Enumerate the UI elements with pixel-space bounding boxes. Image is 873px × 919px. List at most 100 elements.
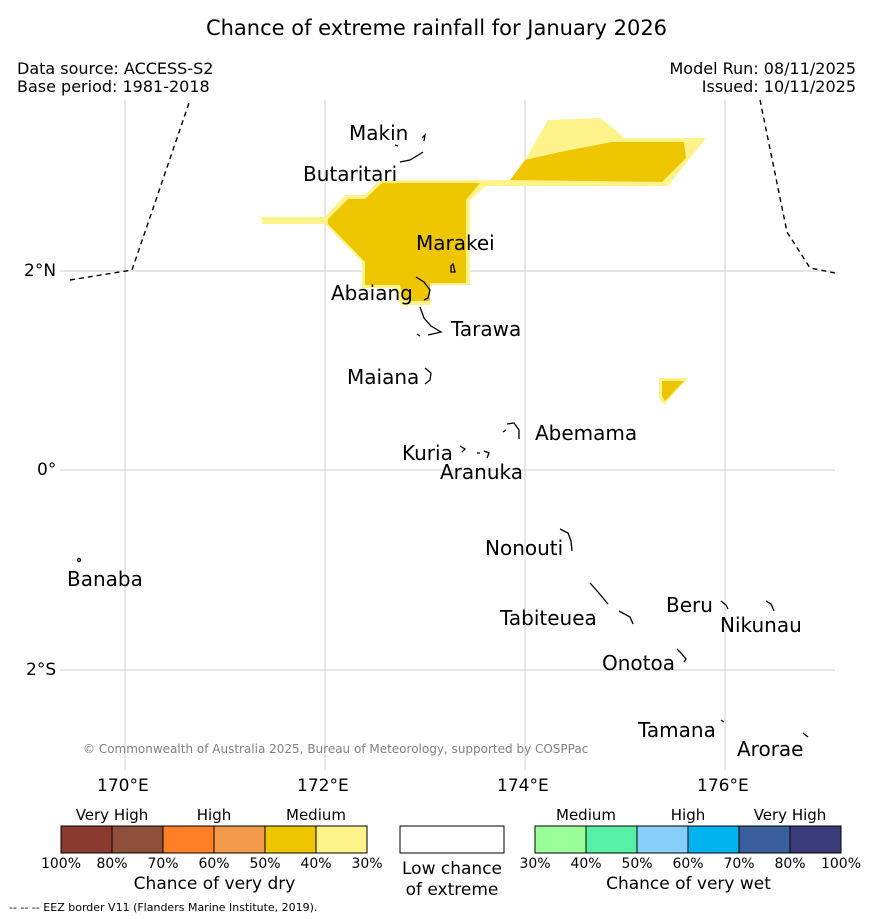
low-chance-swatch bbox=[399, 825, 505, 854]
eez-border-west bbox=[69, 99, 191, 281]
dry-region-medium-main bbox=[328, 183, 480, 301]
dry-tick-70: 70% bbox=[147, 856, 179, 872]
dry-tick-50: 50% bbox=[249, 856, 281, 872]
place-label-tarawa: Tarawa bbox=[451, 317, 522, 341]
island-maiana bbox=[424, 367, 432, 385]
wet-swatch-40-50 bbox=[586, 826, 637, 853]
wet-colorbar bbox=[534, 825, 842, 854]
dry-tick-80: 80% bbox=[96, 856, 128, 872]
island-arorae bbox=[802, 732, 809, 738]
base-period: Base period: 1981-2018 bbox=[17, 77, 210, 96]
place-label-makin: Makin bbox=[349, 121, 409, 145]
place-label-onotoa: Onotoa bbox=[602, 651, 675, 675]
low-chance-line1: Low chance bbox=[402, 859, 502, 879]
island-aranuka bbox=[477, 450, 490, 459]
place-label-abaiang: Abaiang bbox=[331, 281, 413, 305]
wet-tick-80: 80% bbox=[774, 856, 806, 872]
lon-label-170e: 170°E bbox=[97, 776, 149, 796]
island-butaritari bbox=[394, 144, 424, 163]
island-marakei bbox=[450, 262, 456, 273]
dry-caption: Chance of very dry bbox=[133, 874, 296, 894]
place-label-maiana: Maiana bbox=[347, 365, 420, 389]
wet-tick-100: 100% bbox=[820, 856, 862, 872]
island-makin bbox=[421, 133, 426, 142]
wet-cat-medium: Medium bbox=[556, 806, 616, 824]
island-onotoa bbox=[676, 648, 687, 663]
eez-border-east bbox=[759, 99, 836, 274]
header-left: Data source: ACCESS-S2 Base period: 1981… bbox=[17, 60, 213, 96]
place-label-marakei: Marakei bbox=[416, 231, 495, 255]
place-label-kuria: Kuria bbox=[402, 441, 453, 465]
dry-swatch-80-70 bbox=[112, 826, 163, 853]
copyright-notice: © Commonwealth of Australia 2025, Bureau… bbox=[83, 742, 589, 756]
island-nikunau bbox=[765, 600, 775, 612]
place-label-aranuka: Aranuka bbox=[440, 460, 523, 484]
place-label-nikunau: Nikunau bbox=[720, 613, 802, 637]
dry-tick-30: 30% bbox=[351, 856, 383, 872]
wet-tick-40: 40% bbox=[570, 856, 602, 872]
wet-swatch-70-80 bbox=[739, 826, 790, 853]
dry-swatch-100-80 bbox=[61, 826, 112, 853]
place-label-banaba: Banaba bbox=[67, 567, 143, 591]
dry-region-medium-band bbox=[510, 142, 686, 182]
wet-swatch-50-60 bbox=[637, 826, 688, 853]
lon-label-172e: 172°E bbox=[297, 776, 349, 796]
place-label-arorae: Arorae bbox=[737, 737, 804, 761]
wet-cat-very-high: Very High bbox=[753, 806, 827, 824]
place-label-nonouti: Nonouti bbox=[485, 536, 564, 560]
place-label-abemama: Abemama bbox=[535, 421, 638, 445]
island-banaba bbox=[76, 557, 82, 563]
dry-swatch-40-30 bbox=[316, 826, 367, 853]
dry-swatch-50-40 bbox=[265, 826, 316, 853]
lat-label-2s: 2°S bbox=[26, 660, 57, 680]
chart-title: Chance of extreme rainfall for January 2… bbox=[205, 16, 668, 40]
island-abaiang bbox=[415, 276, 431, 301]
low-chance-label: Low chance of extreme bbox=[392, 859, 512, 901]
place-label-butaritari: Butaritari bbox=[303, 162, 398, 186]
eez-border bbox=[69, 99, 836, 281]
island-kuria bbox=[459, 445, 467, 453]
model-run: Model Run: 08/11/2025 bbox=[669, 59, 857, 78]
header-right: Model Run: 08/11/2025 Issued: 10/11/2025 bbox=[670, 60, 857, 96]
islands bbox=[76, 133, 809, 738]
wet-swatch-60-70 bbox=[688, 826, 739, 853]
place-label-tabiteuea: Tabiteuea bbox=[500, 606, 597, 630]
issued-date: Issued: 10/11/2025 bbox=[701, 77, 856, 96]
place-label-tamana: Tamana bbox=[638, 718, 716, 742]
island-tabiteuea bbox=[589, 582, 634, 625]
lat-label-0: 0° bbox=[37, 460, 57, 480]
dry-colorbar bbox=[60, 825, 368, 854]
data-source: Data source: ACCESS-S2 bbox=[17, 59, 214, 78]
dry-cat-medium: Medium bbox=[286, 806, 346, 824]
low-chance-line2: of extreme bbox=[405, 880, 499, 900]
dry-regions bbox=[262, 118, 706, 405]
dry-cat-very-high: Very High bbox=[75, 806, 149, 824]
dry-tick-60: 60% bbox=[198, 856, 230, 872]
wet-tick-60: 60% bbox=[672, 856, 704, 872]
island-nonouti bbox=[559, 528, 573, 552]
island-abemama bbox=[502, 422, 520, 439]
lat-label-2n: 2°N bbox=[24, 261, 57, 281]
dry-tick-40: 40% bbox=[300, 856, 332, 872]
gridlines bbox=[60, 100, 835, 770]
dry-cat-high: High bbox=[196, 806, 232, 824]
dry-tick-100: 100% bbox=[40, 856, 82, 872]
dry-region-medium-east bbox=[662, 381, 684, 401]
island-beru bbox=[720, 600, 729, 610]
island-tarawa bbox=[416, 306, 443, 337]
lon-label-176e: 176°E bbox=[697, 776, 749, 796]
wet-cat-high: High bbox=[670, 806, 706, 824]
wet-caption: Chance of very wet bbox=[606, 874, 771, 894]
lon-label-174e: 174°E bbox=[497, 776, 549, 796]
island-tamana bbox=[720, 719, 725, 723]
wet-tick-70: 70% bbox=[723, 856, 755, 872]
place-label-beru: Beru bbox=[666, 593, 713, 617]
dry-swatch-70-60 bbox=[163, 826, 214, 853]
wet-swatch-80-100 bbox=[790, 826, 841, 853]
dry-swatch-60-50 bbox=[214, 826, 265, 853]
wet-tick-30: 30% bbox=[519, 856, 551, 872]
eez-footnote: -- -- -- EEZ border V11 (Flanders Marine… bbox=[9, 901, 318, 914]
wet-swatch-30-40 bbox=[535, 826, 586, 853]
wet-tick-50: 50% bbox=[621, 856, 653, 872]
